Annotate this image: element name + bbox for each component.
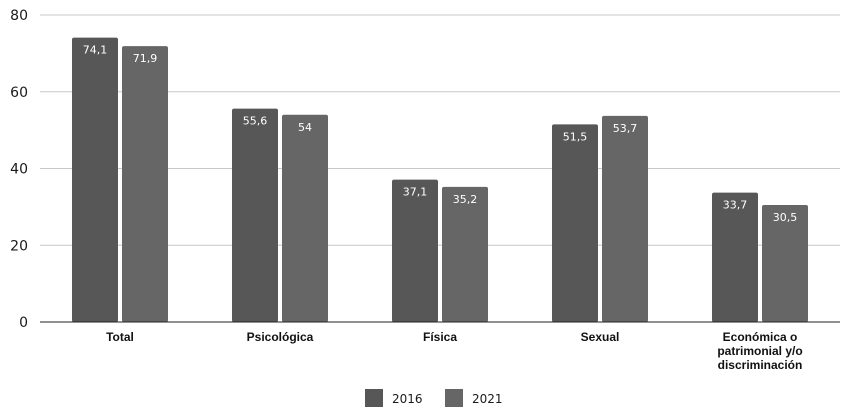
category-label: Psicológica <box>247 330 314 344</box>
bar-2016 <box>392 179 438 322</box>
category-label: discriminación <box>718 358 803 372</box>
data-label: 30,5 <box>773 211 798 224</box>
data-label: 55,6 <box>243 115 268 128</box>
legend-swatch <box>365 389 383 407</box>
y-tick-label: 80 <box>10 8 28 24</box>
bar-2021 <box>122 46 168 323</box>
legend-swatch <box>445 389 463 407</box>
y-tick-label: 40 <box>10 162 28 178</box>
bar-2021 <box>602 115 648 323</box>
legend-label: 2016 <box>392 392 423 406</box>
legend-label: 2021 <box>472 392 503 406</box>
x-axis: Total Psicológica Física Sexual Económica op… <box>40 321 840 372</box>
bars <box>72 37 808 323</box>
data-label: 33,7 <box>723 199 748 212</box>
bar-2021 <box>282 114 328 323</box>
y-tick-label: 20 <box>10 238 28 254</box>
category-label: Física <box>423 330 457 344</box>
data-label: 54 <box>298 121 312 134</box>
data-label: 71,9 <box>133 52 158 65</box>
category-label: Sexual <box>581 330 620 344</box>
gridlines <box>40 14 840 246</box>
bar-2016 <box>552 124 598 323</box>
category-label: Económica o <box>723 330 798 344</box>
category-label: patrimonial y/o <box>717 344 802 358</box>
bar-2016 <box>712 192 758 322</box>
y-tick-label: 60 <box>10 85 28 101</box>
bar-2016 <box>232 108 278 322</box>
legend[interactable]: 2016 2021 <box>365 389 503 407</box>
y-tick-label: 0 <box>19 315 28 331</box>
data-label: 53,7 <box>613 122 638 135</box>
data-label: 74,1 <box>83 44 108 57</box>
data-label: 37,1 <box>403 186 428 199</box>
bar-2021 <box>442 186 488 322</box>
y-axis-tick-labels: 0 20 40 60 80 <box>10 8 28 331</box>
data-label: 51,5 <box>563 130 588 143</box>
data-label: 35,2 <box>453 193 478 206</box>
category-label: Total <box>106 330 134 344</box>
bar-2016 <box>72 37 118 323</box>
data-labels: 74,1 71,9 55,6 54 37,1 35,2 51,5 53,7 33,7 30,5 <box>83 44 798 224</box>
bar-2021 <box>762 204 808 322</box>
